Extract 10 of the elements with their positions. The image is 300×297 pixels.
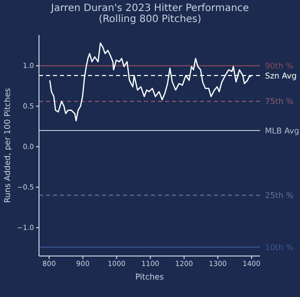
ref-line-label: 25th % (265, 191, 294, 200)
ref-line-label: 10th % (265, 242, 294, 252)
y-axis-title: Runs Added, per 100 Pitches (2, 88, 12, 203)
ref-line-label: 90th % (265, 62, 294, 71)
ref-line-label: Szn Avg (265, 71, 297, 80)
ref-line-label: 75th % (265, 97, 294, 106)
chart-title: Jarren Duran's 2023 Hitter Performance (50, 3, 250, 14)
chart-subtitle: (Rolling 800 Pitches) (98, 14, 202, 25)
ref-line-label: MLB Avg (265, 126, 300, 136)
x-axis-title: Pitches (135, 272, 164, 282)
